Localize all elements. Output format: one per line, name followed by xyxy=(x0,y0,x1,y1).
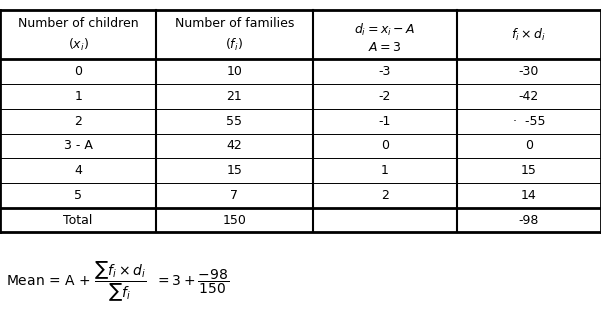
Text: ·  -55: · -55 xyxy=(513,115,545,128)
Text: Mean = A + $\dfrac{\sum f_i \times d_i}{\sum f_i}$  $= 3 + \dfrac{-98}{150}$: Mean = A + $\dfrac{\sum f_i \times d_i}{… xyxy=(6,260,229,304)
Text: 0: 0 xyxy=(525,139,533,152)
Text: 3 - A: 3 - A xyxy=(64,139,93,152)
Text: 5: 5 xyxy=(74,189,82,202)
Text: 10: 10 xyxy=(227,65,242,78)
Text: 21: 21 xyxy=(227,90,242,103)
Text: -30: -30 xyxy=(519,65,539,78)
Text: 15: 15 xyxy=(521,164,537,177)
Text: 2: 2 xyxy=(74,115,82,128)
Text: 1: 1 xyxy=(74,90,82,103)
Text: 0: 0 xyxy=(380,139,389,152)
Text: $f_i \times d_i$: $f_i \times d_i$ xyxy=(511,27,546,43)
Text: $d_i = x_i - A$: $d_i = x_i - A$ xyxy=(354,22,415,38)
Text: 0: 0 xyxy=(74,65,82,78)
Text: 2: 2 xyxy=(380,189,389,202)
Text: 1: 1 xyxy=(380,164,389,177)
Text: 7: 7 xyxy=(230,189,239,202)
Text: -2: -2 xyxy=(379,90,391,103)
Text: 14: 14 xyxy=(521,189,537,202)
Text: 55: 55 xyxy=(227,115,242,128)
Text: 15: 15 xyxy=(227,164,242,177)
Text: -1: -1 xyxy=(379,115,391,128)
Text: -42: -42 xyxy=(519,90,539,103)
Text: Total: Total xyxy=(64,213,93,226)
Text: -98: -98 xyxy=(519,213,539,226)
Text: -3: -3 xyxy=(379,65,391,78)
Text: 42: 42 xyxy=(227,139,242,152)
Text: 4: 4 xyxy=(74,164,82,177)
Text: Number of families
$(f_i)$: Number of families $(f_i)$ xyxy=(175,17,294,53)
Text: Number of children
$(x_i)$: Number of children $(x_i)$ xyxy=(18,17,138,53)
Text: 150: 150 xyxy=(222,213,246,226)
Text: $A = 3$: $A = 3$ xyxy=(368,42,401,54)
